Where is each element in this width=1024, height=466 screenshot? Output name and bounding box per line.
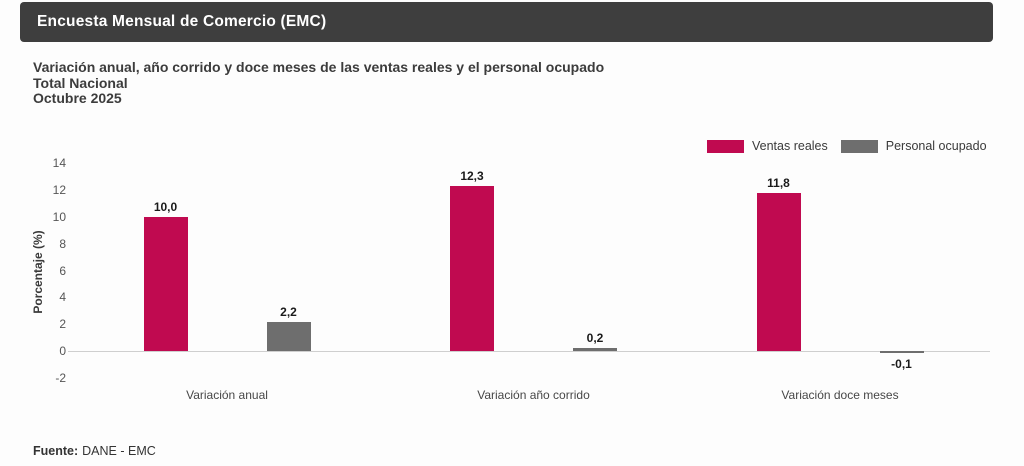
y-axis-tick: 14 [52,156,66,171]
y-axis-tick: -2 [55,370,66,385]
legend-swatch-personal-ocupado-icon [840,139,878,153]
chart-subtitle: Variación anual, año corrido y doce mese… [33,59,605,107]
page-title: Encuesta Mensual de Comercio (EMC) [37,13,327,30]
y-axis-tick: 12 [52,183,66,198]
subtitle-line-3: Octubre 2025 [33,90,122,106]
source-label: Fuente: [33,444,79,458]
bar-value-label: 2,2 [280,304,297,319]
bar-value-label: 0,2 [586,331,604,346]
y-axis-tick: 8 [59,236,66,251]
chart-legend: Ventas reales Personal ocupado [707,139,987,153]
bar-value-label: -0,1 [891,356,912,371]
legend-item-ventas-reales: Ventas reales [707,139,828,153]
bar-ventas-reales-variaci-n-a-o-corrido [450,186,494,351]
subtitle-line-2: Total Nacional [33,74,128,91]
bar-personal-ocupado-variaci-n-a-o-corrido [573,348,617,351]
x-axis-category-label: Variación doce meses [781,388,899,402]
y-axis-tick: 2 [59,317,66,332]
y-axis-tick: 6 [59,263,66,278]
source-note: Fuente: DANE - EMC [33,444,156,458]
source-value: DANE - EMC [82,444,156,458]
bar-value-label: 12,3 [460,169,484,184]
legend-swatch-ventas-reales-icon [707,139,744,153]
bar-personal-ocupado-variaci-n-anual [266,321,311,351]
bar-ventas-reales-variaci-n-doce-meses [756,192,801,351]
subtitle-line-1: Variación anual, año corrido y doce mese… [33,59,605,75]
bar-personal-ocupado-variaci-n-doce-meses [879,351,924,353]
y-axis-tick: 4 [59,290,66,305]
bar-ventas-reales-variaci-n-anual [143,217,188,351]
x-axis-category-label: Variación año corrido [477,388,590,402]
y-axis-tick: 0 [59,344,66,358]
y-axis-tick: 10 [52,210,66,224]
x-axis-category-label: Variación anual [186,388,268,402]
legend-label-personal-ocupado: Personal ocupado [885,139,987,153]
legend-label-ventas-reales: Ventas reales [752,139,828,153]
section-header: Encuesta Mensual de Comercio (EMC) [20,2,993,42]
bar-value-label: 10,0 [153,200,178,214]
y-axis-title: Porcentaje (%) [31,230,45,314]
bar-value-label: 11,8 [767,175,790,190]
zero-gridline [68,351,990,352]
legend-item-personal-ocupado: Personal ocupado [840,139,987,153]
